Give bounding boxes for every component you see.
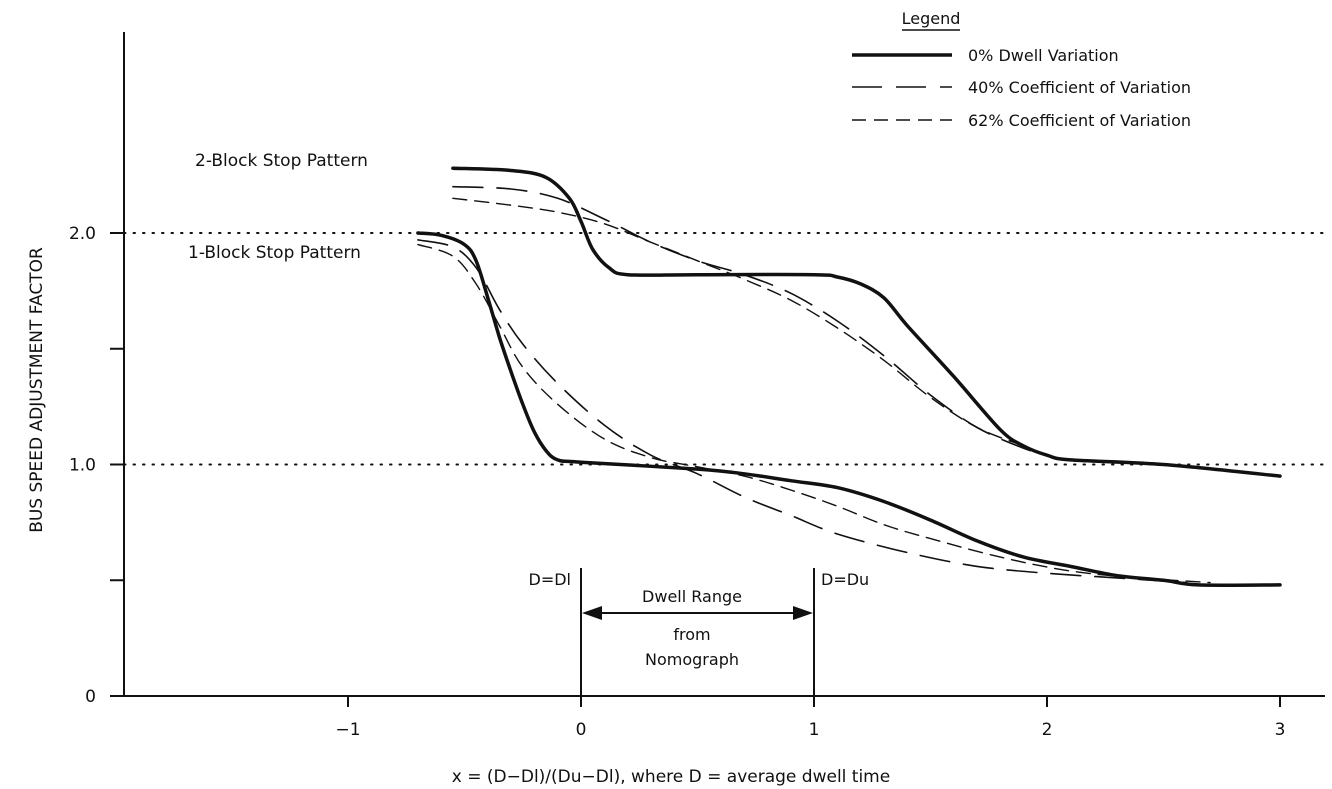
- series-group: [416, 166, 1282, 588]
- series-line-one-block-solid: [416, 231, 1282, 588]
- y-tick-label: 1.0: [69, 456, 96, 476]
- series-line-two-block-short-dash: [452, 197, 1048, 456]
- reference-lines: [123, 232, 1326, 466]
- x-tick-label: −1: [335, 720, 360, 740]
- x-tick-label: 2: [1042, 720, 1053, 740]
- y-tick-label: 0: [85, 687, 96, 707]
- legend: Legend 0% Dwell Variation 40% Coefficien…: [852, 9, 1191, 130]
- series-line-one-block-short-dash: [417, 243, 1211, 584]
- x-tick-label: 3: [1275, 720, 1286, 740]
- axes: [123, 32, 1325, 697]
- range-arrow-left: [582, 606, 602, 620]
- dwell-range-nomograph: Nomograph: [645, 650, 739, 669]
- legend-label-long-dash: 40% Coefficient of Variation: [968, 78, 1191, 97]
- legend-label-solid: 0% Dwell Variation: [968, 46, 1119, 65]
- x-tick-label: 1: [809, 720, 820, 740]
- x-tick-label: 0: [576, 720, 587, 740]
- ticks: −1 0 1 2 3 0 1.0 2.0: [69, 224, 1285, 740]
- legend-label-short-dash: 62% Coefficient of Variation: [968, 111, 1191, 130]
- y-axis-label: BUS SPEED ADJUSTMENT FACTOR: [27, 247, 47, 533]
- x-axis-label: x = (D−Dl)/(Du−Dl), where D = average dw…: [452, 767, 890, 787]
- one-block-label: 1-Block Stop Pattern: [188, 243, 361, 263]
- dwell-range-annotation: D=Dl D=Du Dwell Range from Nomograph: [529, 568, 869, 696]
- dwell-range-from: from: [673, 625, 710, 644]
- series-line-two-block-solid: [451, 166, 1282, 478]
- two-block-label: 2-Block Stop Pattern: [195, 151, 368, 171]
- legend-title: Legend: [902, 9, 961, 28]
- range-arrow-right: [793, 606, 813, 620]
- series-line-one-block-long-dash: [417, 239, 1188, 584]
- dwell-range-label: Dwell Range: [642, 587, 742, 606]
- y-tick-label: 2.0: [69, 224, 96, 244]
- series-line-two-block-long-dash: [452, 185, 1048, 456]
- d-dl-label: D=Dl: [529, 570, 572, 589]
- d-du-label: D=Du: [821, 570, 869, 589]
